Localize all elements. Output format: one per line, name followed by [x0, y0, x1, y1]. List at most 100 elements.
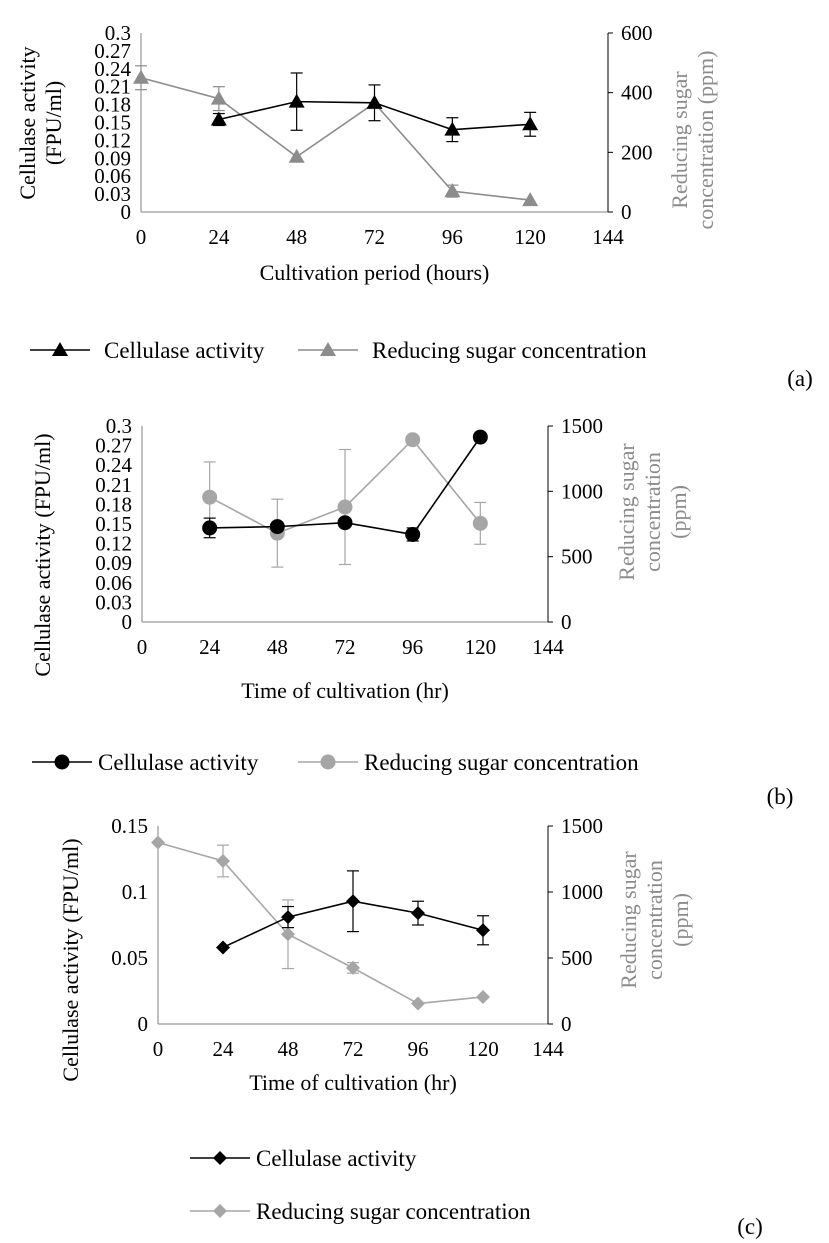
data-point	[269, 519, 285, 535]
x-tick-label: 24	[199, 635, 221, 659]
data-point	[151, 835, 165, 850]
x-tick-label: 120	[514, 225, 546, 249]
legend-marker	[54, 754, 70, 770]
left-y-tick-label: 0.18	[94, 93, 131, 117]
panel-label: (b)	[767, 784, 794, 809]
x-tick-label: 48	[278, 1037, 299, 1061]
series-line	[157, 841, 484, 1005]
right-y-tick-label: 0	[621, 200, 632, 224]
left-y-axis-title: Cellulase activity(FPU/ml)	[15, 46, 66, 199]
right-y-tick-label: 500	[561, 545, 593, 569]
series-line	[140, 76, 531, 201]
left-y-axis-title-line: Cellulase activity (FPU/ml)	[30, 433, 55, 676]
right-y-tick-label: 0	[561, 1012, 572, 1036]
right-y-tick-label: 1000	[561, 880, 603, 904]
data-point	[476, 923, 490, 938]
right-y-tick-label: 600	[621, 21, 653, 45]
x-tick-label: 0	[153, 1037, 164, 1061]
right-y-axis-title-line: concentration	[642, 860, 667, 980]
x-tick-label: 144	[532, 635, 564, 659]
x-tick-label: 72	[364, 225, 385, 249]
left-y-axis-title-line: Cellulase activity (FPU/ml)	[58, 838, 83, 1081]
x-tick-label: 24	[208, 225, 230, 249]
left-y-tick-label: 0.12	[95, 532, 132, 556]
data-point	[346, 960, 360, 975]
left-y-tick-label: 0.3	[106, 414, 132, 438]
right-y-tick-label: 1500	[561, 414, 603, 438]
left-y-tick-label: 0.1	[122, 880, 148, 904]
x-tick-label: 144	[532, 1037, 564, 1061]
data-point	[337, 515, 353, 531]
left-y-axis-title: Cellulase activity (FPU/ml)	[30, 433, 55, 676]
x-tick-label: 72	[343, 1037, 364, 1061]
data-point	[411, 906, 425, 921]
x-tick-label: 96	[442, 225, 463, 249]
data-point	[210, 90, 227, 105]
legend-marker	[320, 342, 336, 356]
x-tick-label: 96	[408, 1037, 429, 1061]
left-y-tick-label: 0.27	[94, 39, 131, 63]
left-y-tick-label: 0.27	[95, 434, 132, 458]
right-y-axis-title: Reducing sugarconcentration(ppm)	[616, 851, 693, 989]
data-point	[216, 940, 230, 955]
data-point	[522, 116, 539, 131]
legend-label: Reducing sugar concentration	[364, 750, 639, 775]
data-point	[405, 526, 421, 542]
right-y-axis-title-line: (ppm)	[668, 893, 693, 947]
left-y-tick-label: 0.09	[94, 146, 131, 170]
data-point	[405, 432, 421, 448]
data-point	[346, 894, 360, 909]
left-y-tick-label: 0.3	[105, 21, 131, 45]
right-y-axis-title-line: concentration (ppm)	[693, 51, 718, 230]
left-y-tick-label: 0.15	[94, 111, 131, 135]
data-point	[288, 93, 305, 108]
legend-label: Cellulase activity	[256, 1146, 417, 1171]
left-y-tick-label: 0.09	[95, 551, 132, 575]
left-y-tick-label: 0.03	[95, 590, 132, 614]
left-y-tick-label: 0.05	[111, 946, 148, 970]
x-tick-label: 0	[136, 225, 147, 249]
x-tick-label: 24	[213, 1037, 235, 1061]
right-y-tick-label: 500	[561, 946, 593, 970]
panel-label: (c)	[737, 1214, 763, 1239]
data-point	[202, 489, 218, 505]
left-y-tick-label: 0.03	[94, 182, 131, 206]
x-axis-title: Cultivation period (hours)	[260, 260, 490, 285]
left-y-tick-label: 0.15	[95, 512, 132, 536]
right-y-tick-label: 400	[621, 81, 653, 105]
left-y-tick-label: 0	[121, 200, 132, 224]
data-point	[216, 853, 230, 868]
legend-label: Reducing sugar concentration	[372, 338, 647, 363]
x-tick-label: 48	[267, 635, 288, 659]
left-y-tick-label: 0.06	[95, 571, 132, 595]
right-y-tick-label: 0	[561, 610, 572, 634]
left-y-tick-label: 0.15	[111, 814, 148, 838]
data-point	[522, 192, 539, 207]
data-point	[133, 69, 149, 84]
data-point	[281, 910, 295, 925]
data-point	[444, 121, 461, 136]
data-point	[472, 429, 488, 445]
left-y-axis-title: Cellulase activity (FPU/ml)	[58, 838, 83, 1081]
left-y-tick-label: 0	[138, 1012, 149, 1036]
legend-marker	[320, 754, 336, 770]
x-axis-title: Time of cultivation (hr)	[249, 1070, 457, 1095]
data-point	[444, 183, 461, 198]
right-y-axis-title-line: Reducing sugar	[616, 851, 641, 989]
data-point	[337, 499, 353, 515]
x-tick-label: 144	[592, 225, 624, 249]
data-point	[281, 927, 295, 942]
left-y-tick-label: 0.24	[94, 57, 131, 81]
legend-marker	[213, 1151, 227, 1165]
right-y-axis-title-line: (ppm)	[666, 485, 691, 539]
right-y-tick-label: 1000	[561, 479, 603, 503]
left-y-axis-title-line: (FPU/ml)	[41, 81, 66, 165]
legend-label: Reducing sugar concentration	[256, 1199, 531, 1224]
left-y-tick-label: 0.06	[94, 164, 131, 188]
right-y-axis-title: Reducing sugarconcentration(ppm)	[614, 443, 691, 581]
x-tick-label: 72	[335, 635, 356, 659]
legend-marker	[52, 342, 68, 356]
chart-panel-2: 0 24 48 72 96 120 14400.050.10.15050010001500T…	[58, 814, 763, 1239]
x-tick-label: 96	[402, 635, 423, 659]
